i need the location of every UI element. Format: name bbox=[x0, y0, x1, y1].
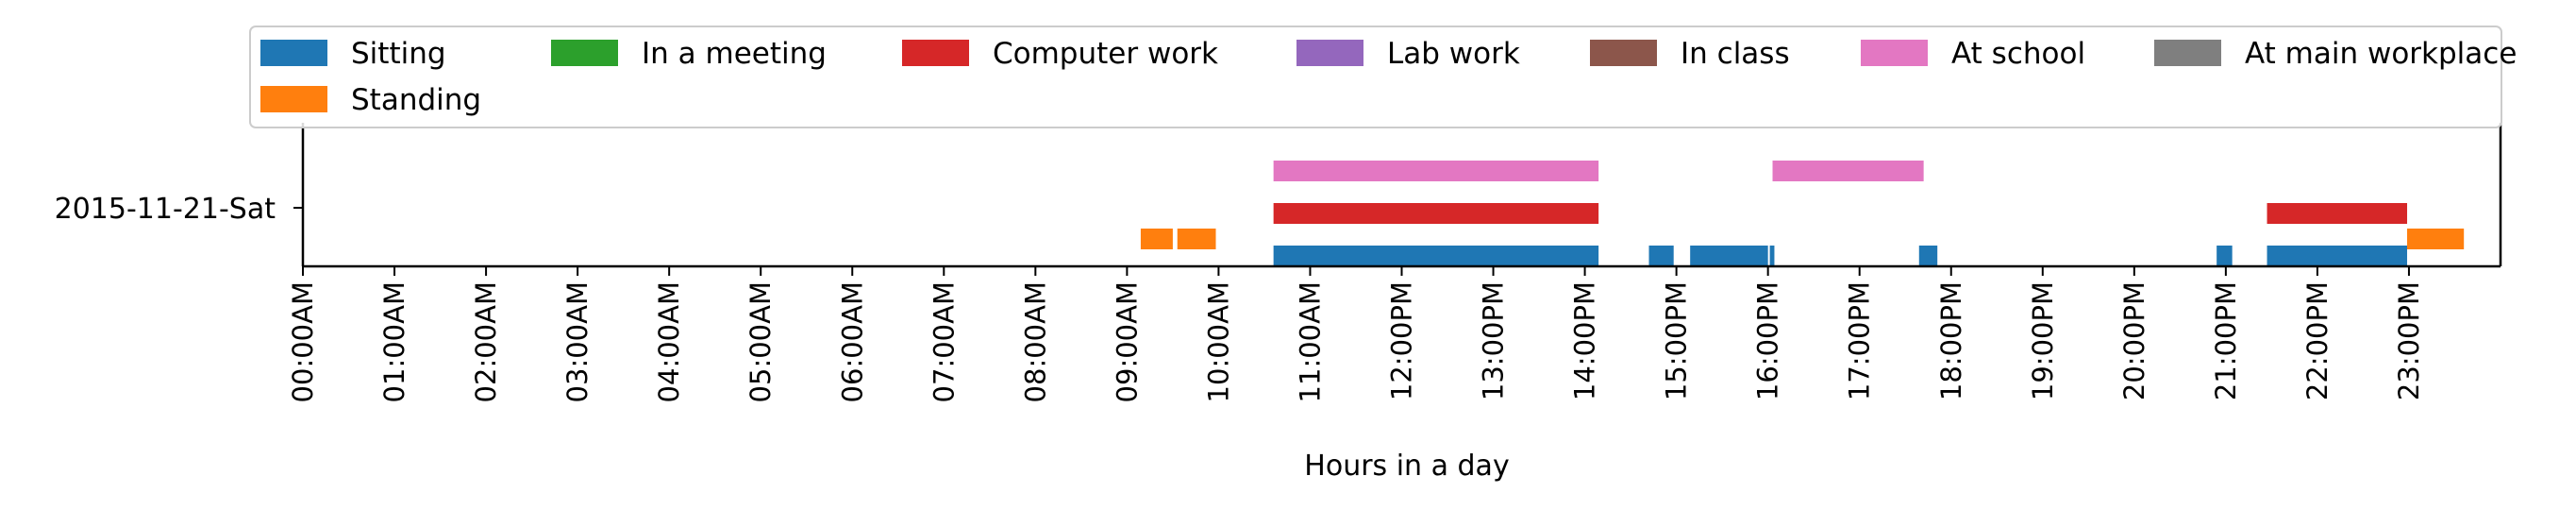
bar-sitting bbox=[1273, 246, 1599, 266]
legend-swatch bbox=[1861, 40, 1928, 66]
legend-swatch bbox=[1590, 40, 1657, 66]
x-tick-label: 06:00AM bbox=[836, 281, 868, 402]
legend-swatch bbox=[551, 40, 618, 66]
x-tick-label: 20:00PM bbox=[2118, 281, 2150, 400]
x-tick-label: 16:00PM bbox=[1752, 281, 1784, 400]
x-tick-label: 14:00PM bbox=[1569, 281, 1601, 400]
x-tick-label: 15:00PM bbox=[1661, 281, 1693, 400]
x-tick-label: 10:00AM bbox=[1202, 281, 1234, 402]
legend-frame bbox=[249, 26, 2502, 128]
legend-swatch bbox=[260, 86, 327, 112]
x-tick-label: 18:00PM bbox=[1935, 281, 1967, 400]
legend-label: In a meeting bbox=[642, 37, 827, 71]
x-tick-label: 23:00PM bbox=[2393, 281, 2425, 400]
legend-swatch bbox=[1296, 40, 1363, 66]
legend: Sitting In a meeting Computer work Lab work… bbox=[249, 26, 2517, 128]
x-tick-label: 00:00AM bbox=[287, 281, 319, 402]
legend-label: At main workplace bbox=[2245, 37, 2517, 71]
bar-standing bbox=[1140, 229, 1173, 249]
x-tick-label: 02:00AM bbox=[470, 281, 502, 402]
x-tick-label: 12:00PM bbox=[1386, 281, 1418, 400]
legend-label: Sitting bbox=[351, 37, 446, 71]
bar-at-school bbox=[1772, 161, 1924, 181]
bar-computer-work bbox=[1273, 203, 1599, 224]
bar-sitting bbox=[1769, 246, 1775, 266]
x-tick-label: 17:00PM bbox=[1844, 281, 1876, 400]
bar-standing bbox=[1177, 229, 1216, 249]
legend-label: In class bbox=[1681, 37, 1790, 71]
y-category-label: 2015-11-21-Sat bbox=[55, 193, 276, 226]
bar-sitting bbox=[2267, 246, 2408, 266]
legend-label: At school bbox=[1951, 37, 2085, 71]
legend-swatch bbox=[902, 40, 969, 66]
x-tick-label: 05:00AM bbox=[744, 281, 777, 402]
x-tick-label: 13:00PM bbox=[1478, 281, 1510, 400]
legend-swatch bbox=[260, 40, 327, 66]
bar-standing bbox=[2407, 229, 2465, 249]
bar-computer-work bbox=[2267, 203, 2408, 224]
bar-sitting bbox=[1648, 246, 1674, 266]
x-tick-label: 22:00PM bbox=[2301, 281, 2333, 400]
x-tick-label: 01:00AM bbox=[378, 281, 410, 402]
legend-swatch bbox=[2154, 40, 2221, 66]
x-tick-label: 11:00AM bbox=[1294, 281, 1326, 402]
x-tick-label: 21:00PM bbox=[2210, 281, 2242, 400]
x-tick-label: 09:00AM bbox=[1111, 281, 1143, 402]
bar-at-school bbox=[1273, 161, 1599, 181]
x-axis-label: Hours in a day bbox=[1304, 450, 1509, 483]
legend-label: Lab work bbox=[1387, 37, 1520, 71]
bar-sitting bbox=[2216, 246, 2233, 266]
x-tick-label: 19:00PM bbox=[2027, 281, 2059, 400]
x-tick-label: 04:00AM bbox=[653, 281, 685, 402]
activity-bars bbox=[1140, 161, 2465, 266]
x-tick-label: 07:00AM bbox=[928, 281, 960, 402]
axes: 00:00AM 01:00AM 02:00AM 03:00AM 04:00AM 05:00… bbox=[287, 123, 2502, 402]
x-tick-label: 03:00AM bbox=[561, 281, 594, 402]
legend-label: Standing bbox=[351, 83, 481, 117]
legend-label: Computer work bbox=[993, 37, 1218, 71]
bar-sitting bbox=[1918, 246, 1938, 266]
bar-sitting bbox=[1690, 246, 1768, 266]
x-tick-label: 08:00AM bbox=[1019, 281, 1051, 402]
